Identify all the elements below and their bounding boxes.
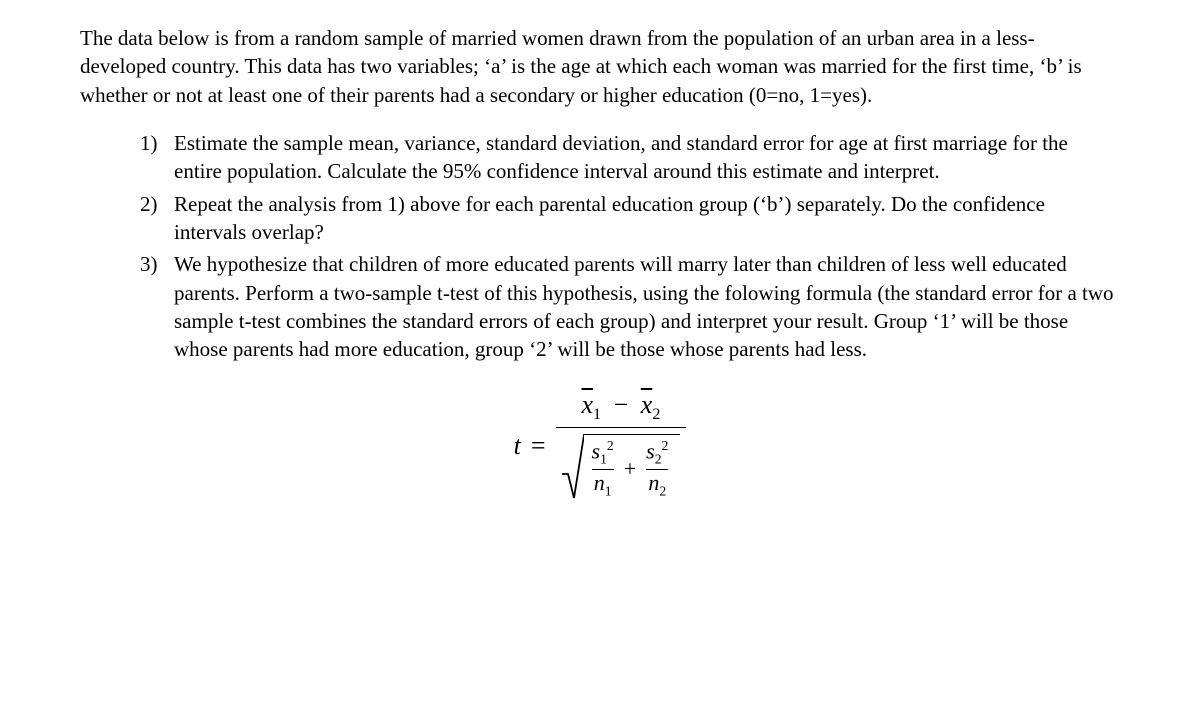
question-item: 2) Repeat the analysis from 1) above for… bbox=[140, 190, 1120, 247]
sup-2: 2 bbox=[662, 438, 669, 453]
xbar1: x bbox=[582, 390, 594, 419]
sub-1: 1 bbox=[605, 483, 612, 498]
question-text: Repeat the analysis from 1) above for ea… bbox=[174, 190, 1120, 247]
minus-sign: − bbox=[614, 390, 629, 419]
square-root: s12 n1 + s22 n2 bbox=[562, 434, 681, 500]
sub-1: 1 bbox=[593, 406, 601, 423]
question-list: 1) Estimate the sample mean, variance, s… bbox=[80, 129, 1120, 364]
sub-2: 2 bbox=[659, 483, 666, 498]
question-text: We hypothesize that children of more edu… bbox=[174, 250, 1120, 363]
n-var: n bbox=[594, 470, 605, 495]
s1-squared: s12 bbox=[590, 439, 616, 468]
sup-2: 2 bbox=[607, 438, 614, 453]
formula-container: t = x1 − x2 s12 n1 bbox=[80, 392, 1120, 500]
page: The data below is from a random sample o… bbox=[0, 0, 1200, 500]
sub-2: 2 bbox=[652, 406, 660, 423]
question-number: 1) bbox=[140, 129, 174, 186]
main-fraction: x1 − x2 s12 n1 + bbox=[556, 392, 687, 500]
n-var: n bbox=[648, 470, 659, 495]
intro-paragraph: The data below is from a random sample o… bbox=[80, 24, 1120, 109]
question-number: 3) bbox=[140, 250, 174, 363]
lhs-t: t bbox=[514, 428, 521, 463]
radicand: s12 n1 + s22 n2 bbox=[584, 434, 681, 500]
radical-icon bbox=[562, 434, 584, 500]
question-item: 1) Estimate the sample mean, variance, s… bbox=[140, 129, 1120, 186]
n2: n2 bbox=[646, 469, 668, 498]
s1sq-over-n1: s12 n1 bbox=[590, 439, 616, 497]
sub-1: 1 bbox=[600, 452, 607, 467]
question-text: Estimate the sample mean, variance, stan… bbox=[174, 129, 1120, 186]
s2sq-over-n2: s22 n2 bbox=[644, 439, 670, 497]
s-var: s bbox=[646, 439, 655, 464]
equals-sign: = bbox=[531, 428, 546, 463]
xbar2: x bbox=[641, 390, 653, 419]
question-number: 2) bbox=[140, 190, 174, 247]
n1: n1 bbox=[592, 469, 614, 498]
numerator: x1 − x2 bbox=[576, 392, 667, 427]
t-test-formula: t = x1 − x2 s12 n1 bbox=[514, 392, 687, 500]
sub-2: 2 bbox=[655, 452, 662, 467]
s-var: s bbox=[592, 439, 601, 464]
denominator: s12 n1 + s22 n2 bbox=[556, 427, 687, 500]
s2-squared: s22 bbox=[644, 439, 670, 468]
question-item: 3) We hypothesize that children of more … bbox=[140, 250, 1120, 363]
plus-sign: + bbox=[624, 458, 636, 480]
